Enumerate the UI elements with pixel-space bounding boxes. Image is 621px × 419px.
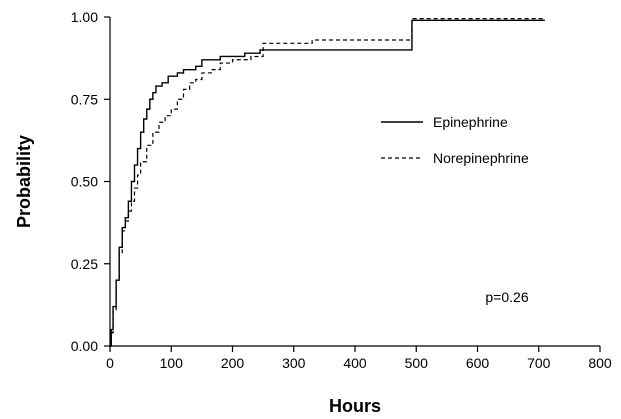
x-tick-label: 600 [466, 355, 490, 371]
x-tick-label: 300 [282, 355, 306, 371]
p-value-annotation: p=0.26 [485, 289, 528, 305]
x-tick-label: 500 [405, 355, 429, 371]
legend-label-norepinephrine: Norepinephrine [433, 150, 529, 166]
plot-lines [110, 18, 545, 347]
x-tick-label: 100 [160, 355, 184, 371]
y-tick-label: 0.50 [71, 174, 98, 190]
y-tick-label: 1.00 [71, 9, 98, 25]
series-line-epinephrine [110, 19, 545, 347]
y-tick-label: 0.25 [71, 256, 98, 272]
y-tick-label: 0.00 [71, 338, 98, 354]
series-line-norepinephrine [110, 18, 545, 347]
y-axis-title: Probability [14, 135, 34, 228]
y-axis-ticks: 0.00 0.25 0.50 0.75 1.00 [71, 9, 110, 354]
x-axis-ticks: 0 100 200 300 400 500 600 700 800 [106, 346, 612, 371]
x-tick-label: 0 [106, 355, 114, 371]
legend-label-epinephrine: Epinephrine [433, 114, 508, 130]
y-tick-label: 0.75 [71, 91, 98, 107]
x-tick-label: 200 [221, 355, 245, 371]
x-axis-title: Hours [329, 396, 381, 416]
x-tick-label: 400 [343, 355, 367, 371]
x-tick-label: 800 [588, 355, 612, 371]
legend: Epinephrine Norepinephrine [381, 114, 529, 166]
x-tick-label: 700 [527, 355, 551, 371]
